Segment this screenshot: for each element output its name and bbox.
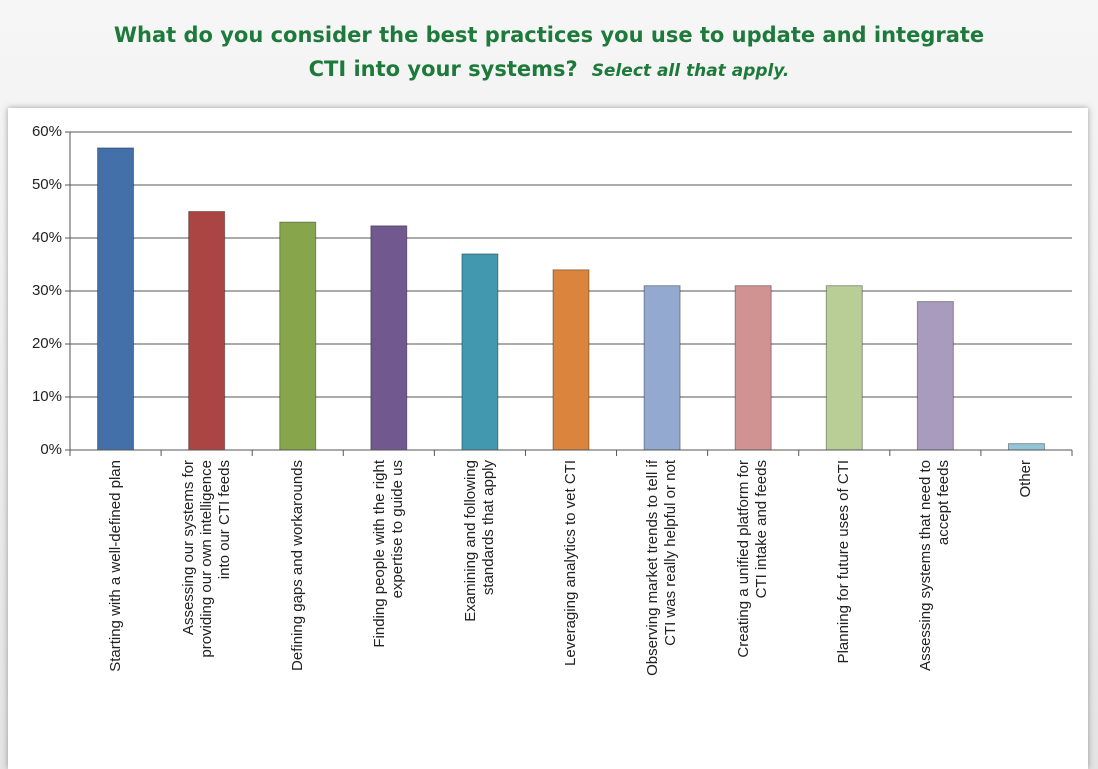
bar <box>734 285 772 451</box>
bar <box>279 221 317 451</box>
bar <box>188 211 226 451</box>
x-tick-label: Planning for future uses of CTI <box>835 460 853 664</box>
chart-panel: 0% 10% 20% 30% 40% 50% 60% Starting with a wel… <box>8 108 1088 769</box>
x-tick-label: Examining and following standards that a… <box>461 460 497 622</box>
y-tick-label: 40% <box>32 229 62 246</box>
x-tick-label: Assessing our systems for providing our … <box>179 460 233 658</box>
bar <box>916 301 954 451</box>
bar <box>643 285 681 451</box>
chart-subtitle: Select all that apply. <box>591 61 790 81</box>
x-tick-label: Defining gaps and workarounds <box>288 460 306 671</box>
bar <box>825 285 863 451</box>
y-tick-label: 30% <box>32 282 62 299</box>
x-tick-label: Leveraging analytics to vet CTI <box>562 460 579 666</box>
x-tick-label: Finding people with the right expertise … <box>370 460 406 648</box>
x-tick-label: Assessing systems that need to accept fe… <box>917 460 953 671</box>
x-tick-label: Other <box>1017 460 1035 498</box>
y-tick-label: 10% <box>32 388 62 405</box>
chart: 0% 10% 20% 30% 40% 50% 60% <box>32 123 1073 458</box>
bar <box>370 225 408 451</box>
bar <box>97 147 135 451</box>
y-tick-label: 0% <box>40 441 62 458</box>
y-tick-label: 50% <box>32 176 62 193</box>
header: What do you consider the best practices … <box>100 18 998 88</box>
x-tick-label: Starting with a well-defined plan <box>106 460 124 672</box>
bar <box>552 269 590 451</box>
y-tick-label: 20% <box>32 335 62 352</box>
y-tick-label: 60% <box>32 123 62 140</box>
bar <box>1007 443 1045 451</box>
x-tick-label: Creating a unified platform for CTI inta… <box>735 460 771 658</box>
x-tick-label: Observing market trends to tell if CTI w… <box>644 460 680 676</box>
chart-title: What do you consider the best practices … <box>113 23 985 81</box>
bar <box>461 253 499 451</box>
